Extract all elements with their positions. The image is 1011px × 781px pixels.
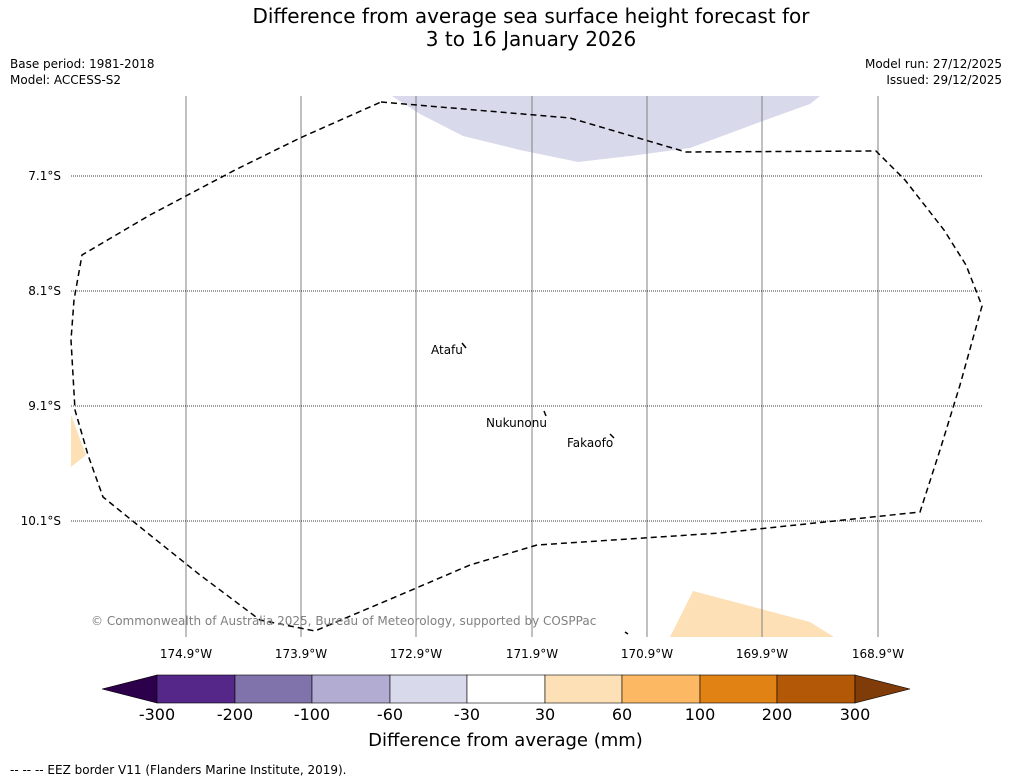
colorbar-tick: -100 [293, 705, 331, 724]
fakaofo-island [609, 433, 615, 439]
colorbar-bin [156, 674, 236, 704]
lon-label: 174.9°W [159, 647, 213, 661]
colorbar-tick: 300 [839, 705, 871, 724]
colorbar-tick: 30 [534, 705, 556, 724]
lon-label: 170.9°W [620, 647, 674, 661]
meta-right: Model run: 27/12/2025 Issued: 29/12/2025 [865, 56, 1002, 88]
place-label-fakaofo: Fakaofo [567, 436, 614, 450]
place-label-atafu: Atafu [431, 343, 463, 357]
meta-left: Base period: 1981-2018 Model: ACCESS-S2 [10, 56, 155, 88]
colorbar-tick: -30 [453, 705, 481, 724]
model-run: Model run: 27/12/2025 [864, 57, 1002, 71]
eez-border [70, 101, 983, 632]
colorbar-bin [311, 674, 391, 704]
model-name: Model: ACCESS-S2 [10, 73, 122, 87]
colorbar-bin [621, 674, 701, 704]
copyright-notice: © Commonwealth of Australia 2025, Bureau… [91, 614, 597, 628]
colorbar-bin [699, 674, 778, 704]
lat-label: 10.1°S [20, 514, 61, 528]
colorbar-tick: 200 [761, 705, 793, 724]
place-label-nukunonu: Nukunonu [486, 416, 547, 430]
colorbar-bin [389, 674, 468, 704]
lon-label: 169.9°W [735, 647, 789, 661]
negative-anomaly-region [392, 96, 820, 162]
colorbar-tick: -300 [138, 705, 176, 724]
colorbar-tick: 100 [684, 705, 716, 724]
positive-anomaly-region-south [670, 591, 834, 637]
lon-label: 168.9°W [851, 647, 905, 661]
atafu-island [461, 342, 467, 349]
latitude-gridlines [71, 175, 982, 522]
positive-anomaly-region-west [71, 415, 86, 467]
colorbar-tick: 60 [611, 705, 633, 724]
colorbar-tick: -60 [376, 705, 404, 724]
colorbar-extend-high [854, 674, 911, 704]
colorbar [101, 674, 911, 704]
lat-label: 8.1°S [28, 284, 61, 298]
lon-label: 173.9°W [274, 647, 328, 661]
lon-label: 171.9°W [505, 647, 559, 661]
lat-label: 9.1°S [28, 399, 61, 413]
small-island [624, 631, 629, 635]
longitude-gridlines [185, 96, 879, 637]
eez-legend-note: -- -- -- EEZ border V11 (Flanders Marine… [10, 763, 347, 777]
colorbar-bin [544, 674, 623, 704]
lat-label: 7.1°S [28, 169, 61, 183]
title-line-1: Difference from average sea surface heig… [252, 4, 810, 28]
lon-label: 172.9°W [389, 647, 443, 661]
map-title: Difference from average sea surface heig… [0, 5, 1011, 51]
colorbar-bin [466, 674, 546, 704]
issued-date: Issued: 29/12/2025 [886, 73, 1002, 87]
colorbar-bin [776, 674, 856, 704]
nukunonu-island [543, 410, 547, 417]
base-period: Base period: 1981-2018 [10, 57, 155, 71]
title-line-2: 3 to 16 January 2026 [425, 27, 637, 51]
colorbar-bin [234, 674, 313, 704]
colorbar-tick: -200 [216, 705, 254, 724]
colorbar-extend-low [101, 674, 158, 704]
colorbar-title: Difference from average (mm) [368, 730, 643, 751]
